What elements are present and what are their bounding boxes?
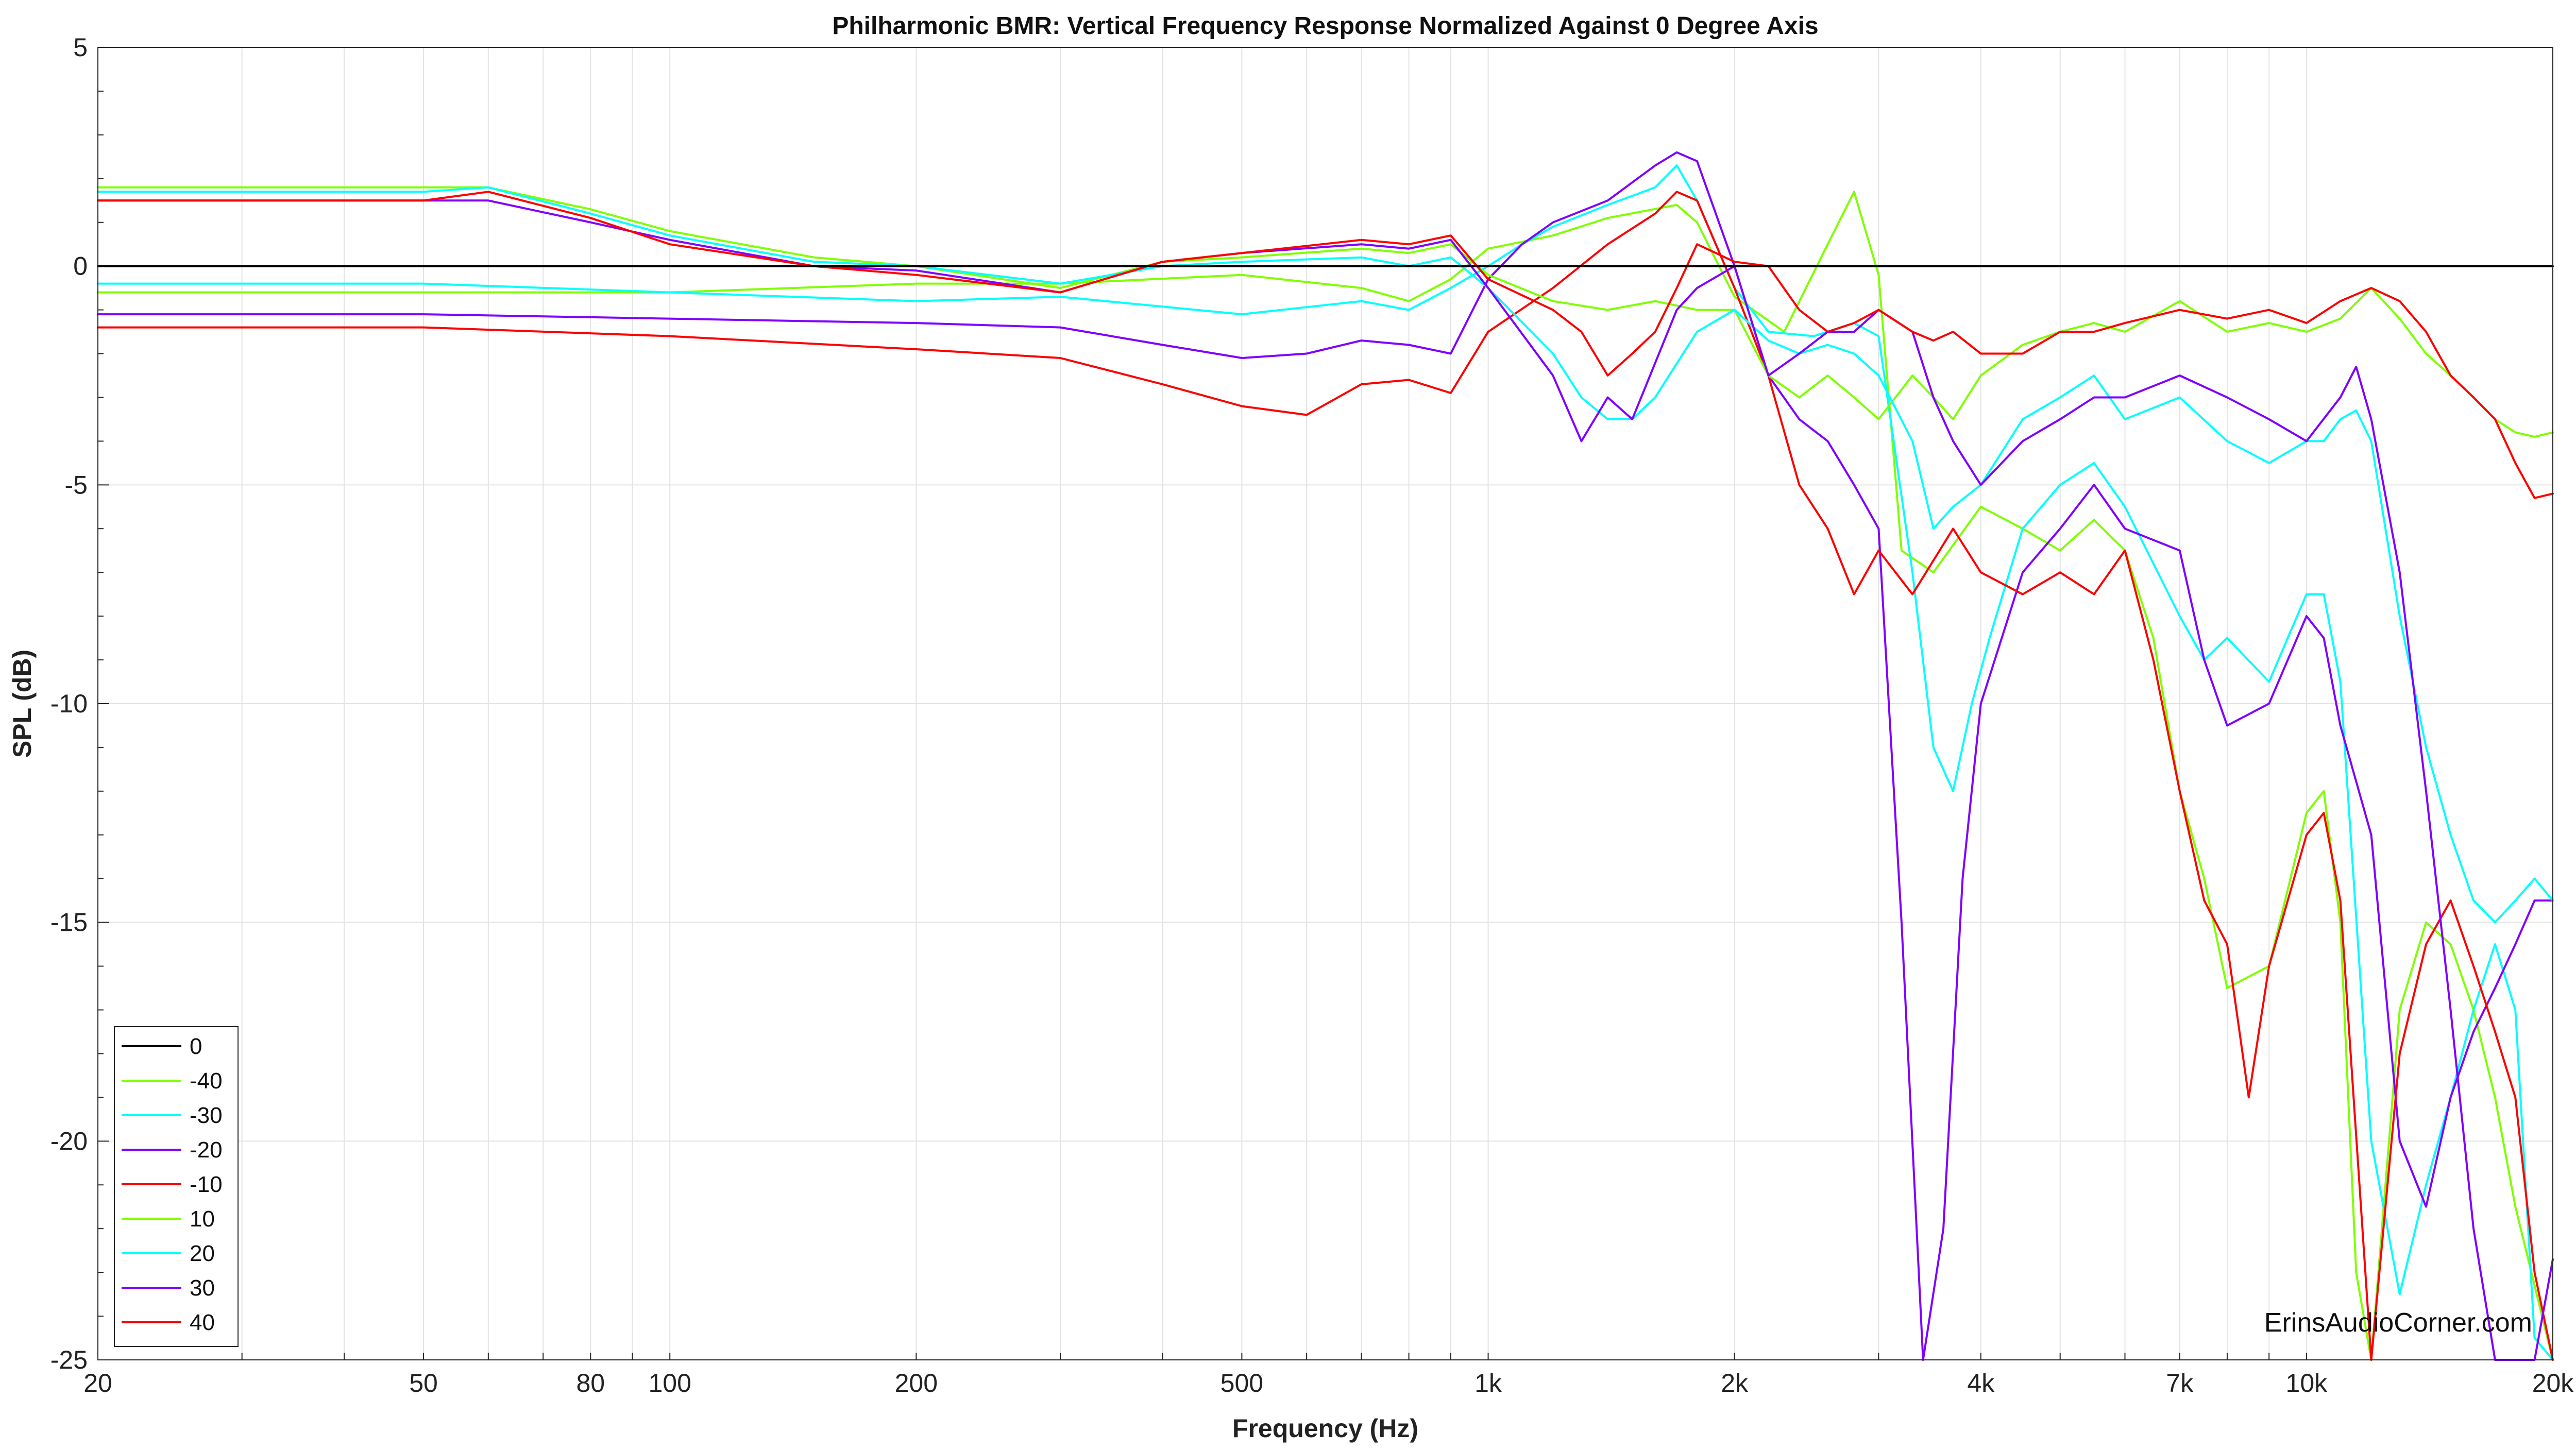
series-line--10 — [97, 191, 2554, 1361]
legend-entry: -40 — [190, 1068, 223, 1094]
y-tick-label: -25 — [50, 1345, 88, 1374]
x-tick-label: 2k — [1721, 1369, 1749, 1397]
legend-entry: -30 — [190, 1103, 223, 1128]
x-tick-label: 1k — [1475, 1369, 1502, 1397]
legend-entry: 20 — [190, 1241, 215, 1266]
tick-labels: 20 50 80 100 200 500 1k 2k 4k 7k 10k 20k50-5-10-15-… — [50, 33, 2574, 1397]
legend: 0 -40 -30 -20 -10 10 20 30 40 — [114, 1026, 239, 1347]
y-tick-label: -20 — [50, 1127, 88, 1155]
x-axis-label: Frequency (Hz) — [1232, 1414, 1418, 1443]
y-tick-label: 0 — [73, 252, 88, 281]
legend-entry: -20 — [190, 1137, 223, 1163]
legend-entry: 30 — [190, 1275, 215, 1301]
y-tick-label: 5 — [73, 33, 88, 62]
x-tick-label: 7k — [2166, 1369, 2194, 1397]
legend-entry: 40 — [190, 1310, 215, 1335]
x-tick-label: 80 — [576, 1369, 605, 1397]
x-tick-label: 10k — [2286, 1369, 2328, 1397]
series-line-40 — [97, 191, 2554, 499]
legend-entry: 0 — [190, 1034, 202, 1059]
y-tick-label: -15 — [50, 908, 88, 937]
series-line--20 — [97, 151, 2554, 1361]
legend-entry: -10 — [190, 1172, 223, 1197]
x-tick-label: 200 — [895, 1369, 938, 1397]
x-tick-label: 20 — [83, 1369, 112, 1397]
watermark: ErinsAudioCorner.com — [2264, 1308, 2532, 1338]
y-axis-label: SPL (dB) — [8, 650, 37, 758]
x-tick-label: 20k — [2532, 1369, 2574, 1397]
x-tick-label: 4k — [1967, 1369, 1995, 1397]
x-tick-label: 50 — [409, 1369, 438, 1397]
plot-frame — [97, 47, 2553, 1360]
x-tick-label: 100 — [648, 1369, 691, 1397]
y-tick-label: -10 — [50, 689, 88, 718]
chart-title: Philharmonic BMR: Vertical Frequency Res… — [832, 12, 1818, 40]
legend-entry: 10 — [190, 1206, 215, 1232]
x-tick-label: 500 — [1221, 1369, 1263, 1397]
y-tick-label: -5 — [65, 470, 88, 499]
